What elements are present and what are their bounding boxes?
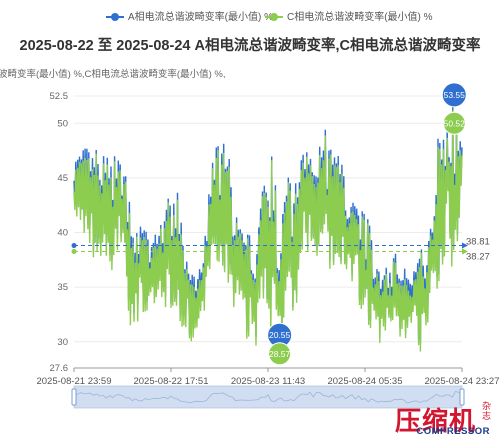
zoom-slider-preview	[73, 391, 463, 404]
max-c-pin	[442, 111, 466, 135]
x-tick-label-0: 2025-08-21 23:59	[36, 376, 111, 387]
watermark-brand: 压缩机	[394, 407, 476, 437]
avg-label-0: 38.81	[466, 237, 490, 248]
legend-item-a[interactable]: A相电流总谐波畸变率(最小值) %	[106, 8, 273, 23]
x-tick-label-4: 2025-08-24 23:27	[424, 376, 499, 387]
y-tick-label-1: 30	[57, 337, 68, 348]
avg-line-arrow-0	[462, 242, 468, 249]
x-tick-label-1: 2025-08-22 17:51	[133, 376, 208, 387]
watermark-sub: COMPRESSOR	[416, 426, 490, 437]
series-line-a	[73, 105, 463, 344]
y-tick-label-4: 45	[57, 173, 68, 184]
chart-title: 2025-08-22 至 2025-08-24 A相电流总谐波畸变率,C相电流总…	[19, 38, 481, 54]
x-tick-label-2: 2025-08-23 11:43	[231, 376, 305, 387]
legend-item-c[interactable]: C相电流总谐波畸变率(最小值) %	[265, 8, 433, 23]
max-a-pin	[441, 82, 467, 108]
min-a-label: 20.55	[269, 330, 291, 340]
y-tick-label-0: 27.6	[50, 363, 69, 374]
chart-subtitle: 波畸变率(最小值) %,C相电流总谐波畸变率(最小值) %,	[0, 69, 226, 80]
avg-line-start-1	[71, 248, 77, 254]
avg-line-arrow-1	[462, 248, 468, 255]
min-c-label: 28.57	[269, 349, 291, 359]
watermark-logo: 压缩机 杂志 COMPRESSOR	[392, 401, 496, 437]
max-c-label: 50.52	[444, 118, 466, 128]
zoom-slider-handle-right[interactable]	[459, 388, 465, 406]
legend-swatch-a	[106, 13, 124, 22]
watermark-side: 杂志	[482, 401, 492, 421]
legend-swatch-c	[265, 13, 283, 22]
legend-label-c: C相电流总谐波畸变率(最小值) %	[287, 12, 433, 23]
x-tick-label-3: 2025-08-24 05:35	[327, 376, 402, 387]
zoom-slider-handle-left[interactable]	[71, 388, 77, 406]
y-tick-label-5: 50	[57, 118, 68, 129]
min-c-pin	[268, 342, 292, 366]
y-tick-label-6: 52.5	[50, 91, 69, 102]
legend-label-a: A相电流总谐波畸变率(最小值) %	[128, 12, 273, 23]
avg-label-1: 38.27	[466, 251, 490, 262]
zoom-slider-selection	[74, 386, 462, 408]
series-line-c	[73, 110, 463, 352]
y-tick-label-2: 35	[57, 282, 68, 293]
avg-line-start-0	[71, 243, 77, 249]
y-tick-label-3: 40	[57, 228, 68, 239]
max-a-label: 53.55	[444, 90, 466, 100]
